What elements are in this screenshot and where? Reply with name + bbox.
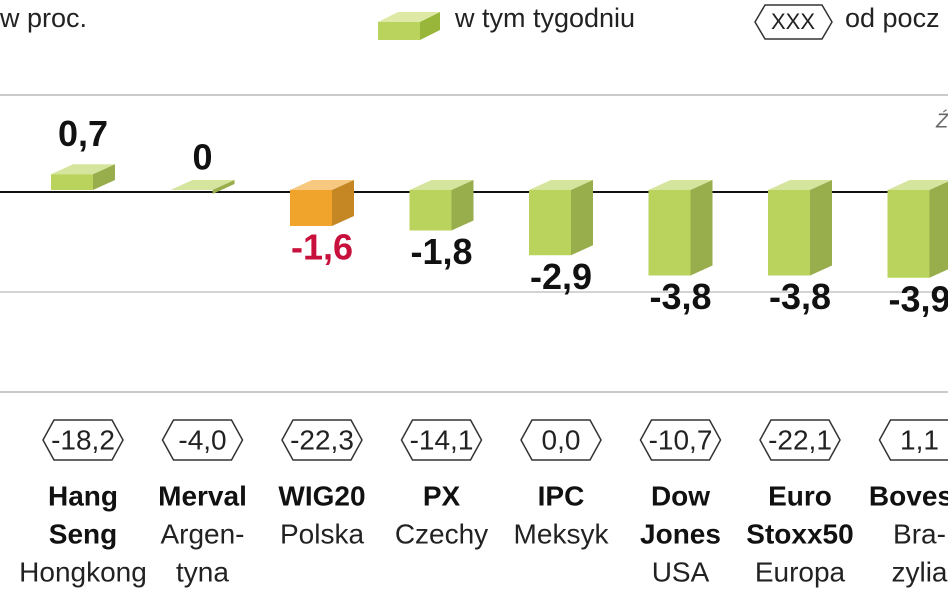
index-name: Hang <box>48 480 118 511</box>
country-name: tyna <box>176 556 229 587</box>
legend-ytd: od pocz <box>845 3 940 33</box>
ytd-label: -22,1 <box>768 424 832 455</box>
legend-hexagon <box>754 4 833 40</box>
index-name: IPC <box>538 480 585 511</box>
country-name: Polska <box>280 518 364 549</box>
bar-side <box>93 164 115 190</box>
country-name: Hongkong <box>19 556 147 587</box>
bar-top <box>409 180 474 190</box>
bar-side <box>332 180 354 226</box>
ytd-label: -10,7 <box>649 424 713 455</box>
country-name: Czechy <box>395 518 488 549</box>
ytd-hexagon <box>639 419 722 461</box>
bar-front <box>529 190 571 256</box>
legend-ytd-sample: XXX <box>771 9 815 34</box>
ytd-hexagon <box>161 419 244 461</box>
country-name: zylia <box>891 556 947 587</box>
bar-front <box>768 190 810 276</box>
value-label: -3,8 <box>769 276 831 317</box>
value-label: 0,7 <box>58 113 108 154</box>
ytd-hexagon <box>878 419 948 461</box>
ytd-hexagon <box>42 419 124 461</box>
legend: w tym tygodniu XXX od pocz <box>378 3 940 40</box>
ytd-hexagon <box>759 419 841 461</box>
index-name: Euro <box>768 480 832 511</box>
ytd-label: 0,0 <box>542 424 581 455</box>
value-label: -3,9 <box>888 278 948 319</box>
index-name: Jones <box>640 518 721 549</box>
index-name: Dow <box>651 480 710 511</box>
bar-front <box>51 174 93 190</box>
bar-front <box>409 190 452 231</box>
value-label: -2,9 <box>530 256 592 297</box>
index-name: WIG20 <box>278 480 365 511</box>
index-name: Merval <box>158 480 247 511</box>
bar-top <box>887 180 948 190</box>
source-fragment: Ź <box>935 109 948 132</box>
legend-week: w tym tygodniu <box>454 3 635 33</box>
country-name: Europa <box>755 556 846 587</box>
ytd-label: -4,0 <box>178 424 226 455</box>
ytd-label: -18,2 <box>51 424 115 455</box>
index-name: Stoxx50 <box>746 518 853 549</box>
country-name: Argen- <box>160 518 244 549</box>
bar-top <box>648 180 713 190</box>
value-label: -1,8 <box>410 231 472 272</box>
bar-top <box>290 180 354 190</box>
legend-icon-top <box>378 12 440 22</box>
legend-icon-front <box>378 22 420 40</box>
bar-side <box>810 180 832 276</box>
bar-top <box>51 164 115 175</box>
country-name: Meksyk <box>514 518 610 549</box>
bar-side <box>451 180 474 231</box>
bar-side <box>212 180 235 194</box>
country-name: USA <box>652 556 710 587</box>
legend-icon-side <box>420 12 440 40</box>
value-label: -1,6 <box>291 227 353 268</box>
ytd-hexagon <box>400 419 483 461</box>
index-name: PX <box>423 480 461 511</box>
index-name: Seng <box>49 518 117 549</box>
ytd-hexagon <box>520 419 602 461</box>
bar-front <box>887 190 930 278</box>
ytd-label: -14,1 <box>410 424 474 455</box>
bar-side <box>571 180 593 256</box>
unit-label: w proc. <box>0 3 87 33</box>
bar-top <box>170 180 235 190</box>
ytd-label: 1,1 <box>900 424 939 455</box>
bar-front <box>290 190 332 226</box>
bar-side <box>929 181 948 278</box>
ytd-hexagon <box>281 419 363 461</box>
index-name: Bovesp <box>869 480 948 511</box>
value-label: 0 <box>192 137 212 178</box>
bar-front <box>648 190 691 276</box>
ytd-label: -22,3 <box>290 424 354 455</box>
bar-top <box>768 180 832 190</box>
bar-side <box>690 180 713 276</box>
value-label: -3,8 <box>649 276 711 317</box>
country-name: Bra- <box>893 518 946 549</box>
bar-top <box>529 180 593 190</box>
